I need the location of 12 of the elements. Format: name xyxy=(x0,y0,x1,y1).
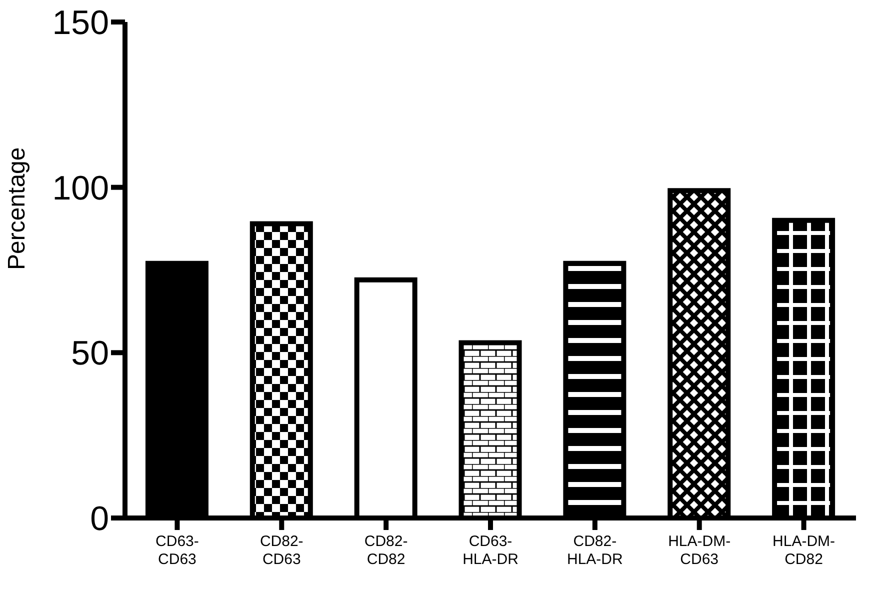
y-tick-label: 0 xyxy=(90,500,109,538)
x-tick-label: CD82-CD63 xyxy=(260,533,304,568)
x-tick-label: CD63-CD63 xyxy=(156,533,199,568)
x-tick-label: HLA-DM-CD82 xyxy=(772,533,836,568)
x-tick-label: CD82-CD82 xyxy=(364,533,408,568)
x-tick-label: CD82-HLA-DR xyxy=(567,533,624,568)
x-tick-label: HLA-DM-CD63 xyxy=(668,533,731,568)
y-tick-label: 50 xyxy=(71,334,109,373)
y-axis-title: Percentage xyxy=(4,147,31,270)
y-tick-label: 150 xyxy=(52,4,109,42)
x-tick-label: CD63-HLA-DR xyxy=(462,533,519,568)
y-tick-label: 100 xyxy=(52,169,109,208)
